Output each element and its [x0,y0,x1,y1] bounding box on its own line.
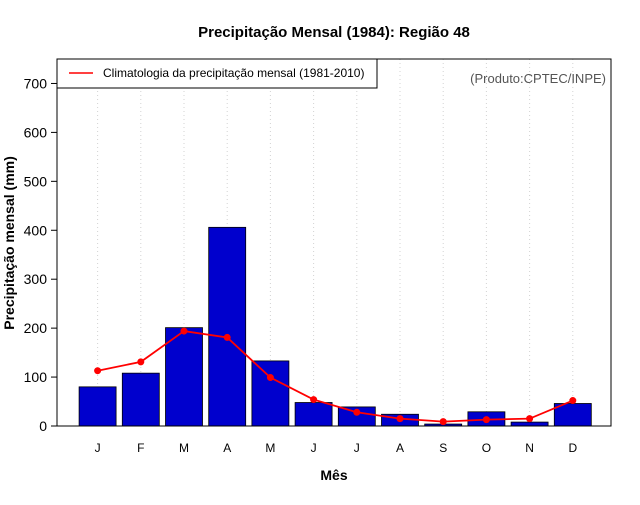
y-tick-label: 400 [24,222,48,238]
climatology-point-4 [223,333,231,341]
climatology-series-line [97,330,574,423]
climatology-point-12 [569,397,577,405]
y-tick-label: 0 [39,418,47,434]
bar-3 [165,327,203,427]
climatology-line [94,327,577,426]
chart-title: Precipitação Mensal (1984): Região 48 [198,24,470,41]
x-tick-label: F [137,441,144,455]
bar-4 [208,226,247,427]
y-tick-label: 500 [24,173,48,189]
bar-1 [78,386,117,427]
y-tick-label: 300 [24,271,48,287]
x-tick-label: M [265,441,275,455]
x-tick-label: N [525,441,534,455]
climatology-point-9 [439,418,447,426]
x-tick-label: J [354,441,360,455]
climatology-point-5 [266,374,274,382]
climatology-point-10 [482,416,490,424]
x-tick-label: J [95,441,101,455]
climatology-point-3 [180,327,188,335]
y-tick-label: 200 [24,320,48,336]
y-tick-label: 100 [24,369,48,385]
y-axis: 0 100 200 300 400 500 600 700 [24,75,58,434]
bar-2 [121,372,160,427]
x-tick-label: M [179,441,189,455]
x-tick-label: O [482,441,491,455]
bars [78,226,592,427]
climatology-point-1 [94,367,102,375]
x-tick-label: D [568,441,577,455]
bar-11 [510,421,549,427]
x-tick-label: S [439,441,447,455]
bar-6 [294,402,333,427]
x-tick-label: A [223,441,231,455]
y-axis-label: Precipitação mensal (mm) [1,156,17,330]
x-tick-label: J [311,441,317,455]
climatology-point-2 [137,358,145,366]
bar-5 [251,360,290,427]
climatology-point-11 [526,415,534,423]
climatology-point-8 [396,415,404,423]
climatology-point-6 [310,396,318,404]
x-axis-label: Mês [320,467,347,483]
y-tick-label: 600 [24,124,48,140]
plot-frame [56,58,612,427]
x-tick-label: A [396,441,404,455]
source-annotation: (Produto:CPTEC/INPE) [470,71,606,86]
legend: Climatologia da precipitação mensal (198… [56,58,378,89]
y-tick-label: 700 [24,75,48,91]
legend-entry-climatology: Climatologia da precipitação mensal (198… [103,66,364,80]
legend-box [56,58,378,89]
climatology-point-7 [353,408,361,416]
